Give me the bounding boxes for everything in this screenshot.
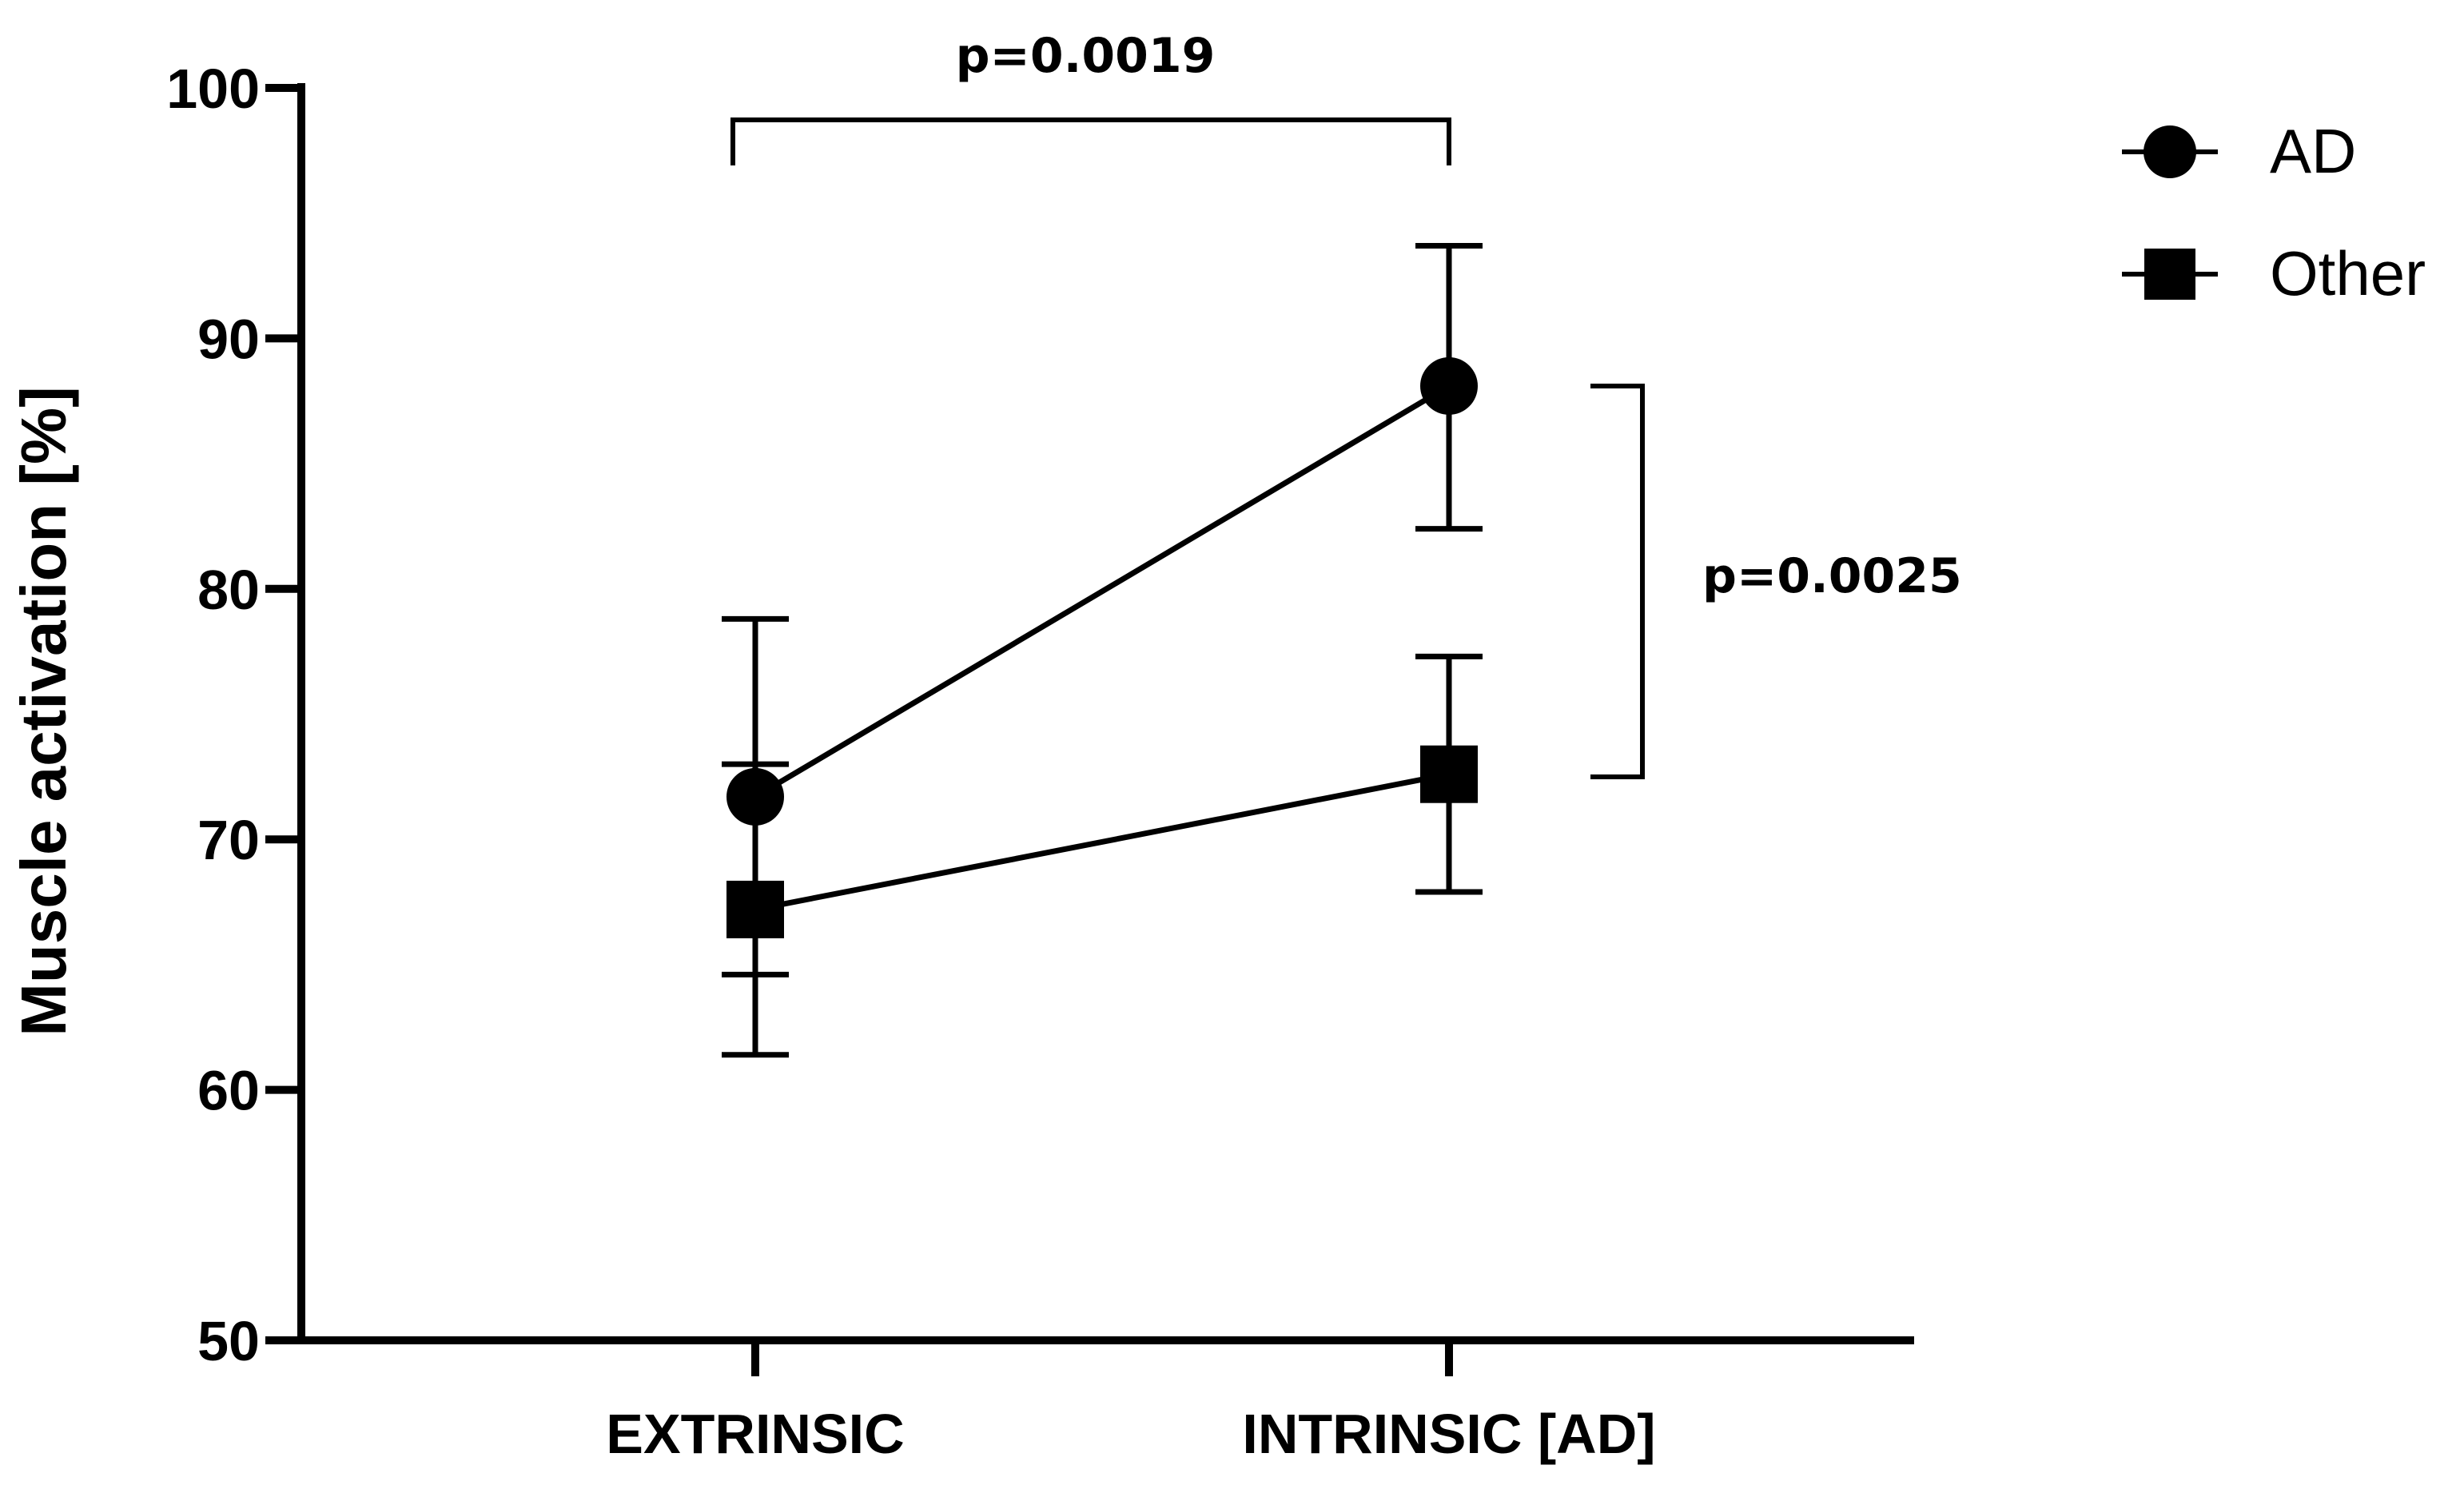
bracket-top [730,117,1451,165]
series-line [754,771,1450,913]
data-point-circle [1420,356,1478,415]
series-other [722,653,1483,1058]
y-ticks: 50 60 70 80 90 100 [166,58,301,1372]
bracket-right [1590,384,1645,779]
data-point-square [726,880,784,938]
p-value-conditions: p=0.0019 [956,28,1216,84]
y-tick-label: 90 [197,308,260,370]
legend: AD Other [2122,116,2426,309]
y-tick-label: 50 [197,1310,260,1372]
x-ticks: EXTRINSIC INTRINSIC [AD] [606,1340,1656,1465]
legend-label-ad: AD [2270,116,2356,186]
legend-label-other: Other [2270,238,2426,309]
y-tick-label: 70 [197,809,260,871]
y-tick-label: 80 [197,559,260,621]
y-axis-title: Muscle activation [%] [8,386,79,1037]
legend-marker-circle [2144,125,2196,178]
bracket-between-groups: p=0.0025 [1590,384,1962,779]
bracket-between-conditions: p=0.0019 [730,28,1451,165]
series-line [754,383,1451,799]
legend-item-other: Other [2122,238,2426,309]
plot-area [722,242,1483,1058]
p-value-groups: p=0.0025 [1702,548,1962,604]
data-point-square [1420,745,1478,803]
y-tick-label: 100 [166,58,260,120]
x-tick-label: INTRINSIC [AD] [1242,1403,1655,1465]
legend-marker-square [2144,249,2195,300]
legend-item-ad: AD [2122,116,2356,186]
series-ad [722,242,1483,977]
y-tick-label: 60 [197,1060,260,1122]
x-tick-label: EXTRINSIC [606,1403,904,1465]
